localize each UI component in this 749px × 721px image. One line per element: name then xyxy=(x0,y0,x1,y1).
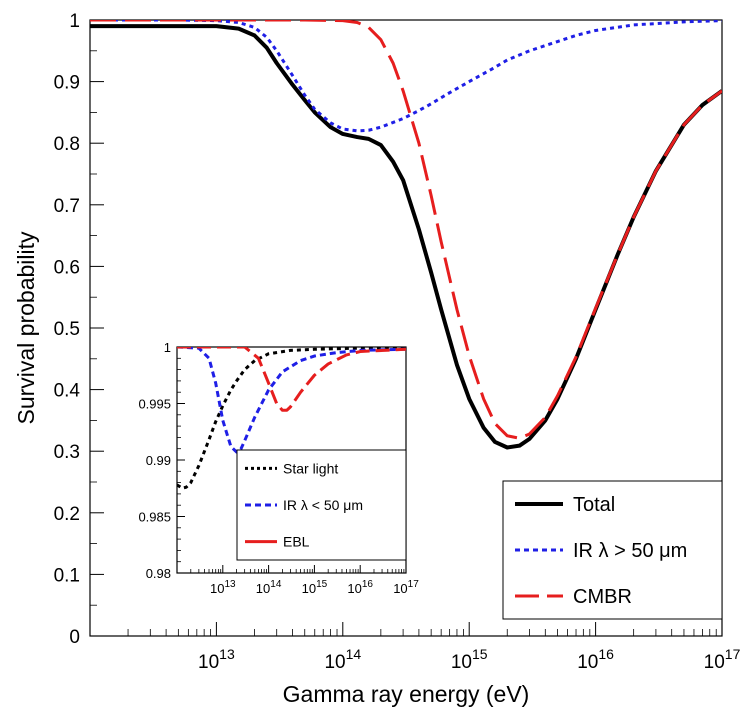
main-x-tick-exp: 14 xyxy=(346,646,362,662)
main-y-tick-label: 0.9 xyxy=(54,73,80,94)
main-series-line xyxy=(90,20,722,440)
main-legend-label: CMBR xyxy=(573,586,632,608)
main-legend-label: IR λ > 50 μm xyxy=(573,540,687,562)
inset-x-tick-label: 1015 xyxy=(302,579,328,596)
main-y-tick-label: 0.8 xyxy=(54,134,80,155)
inset-x-tick-exp: 13 xyxy=(224,579,236,590)
main-y-tick-label: 0.2 xyxy=(54,504,80,525)
inset-y-tick-label: 0.985 xyxy=(138,510,171,525)
main-x-tick-label: 1013 xyxy=(198,646,235,673)
main-y-tick-label: 0.3 xyxy=(54,442,80,463)
inset-legend-label: IR λ < 50 μm xyxy=(283,497,363,513)
main-x-tick-label: 1017 xyxy=(704,646,741,673)
main-x-tick-label: 1015 xyxy=(451,646,488,673)
inset-plot: 1013 1014 1015 1016 10170.980.9850.990.9951S… xyxy=(138,340,419,596)
inset-y-tick-label: 0.98 xyxy=(146,566,171,581)
main-y-tick-label: 0 xyxy=(69,627,80,648)
main-y-tick-label: 0.1 xyxy=(54,565,80,586)
main-x-tick-label: 1014 xyxy=(324,646,361,673)
main-x-tick-label: 1016 xyxy=(577,646,614,673)
main-x-tick-base: 10 xyxy=(324,652,345,673)
main-x-tick-base: 10 xyxy=(451,652,472,673)
inset-series-group xyxy=(177,347,406,490)
main-x-tick-exp: 16 xyxy=(598,646,614,662)
inset-x-tick-label: 1017 xyxy=(393,579,419,596)
main-series-line xyxy=(90,20,722,133)
inset-series-line xyxy=(177,347,406,454)
inset-x-tick-base: 10 xyxy=(302,581,316,596)
inset-x-tick-exp: 16 xyxy=(362,579,374,590)
inset-y-tick-label: 0.995 xyxy=(138,397,171,412)
main-series-group xyxy=(90,20,722,450)
main-y-tick-label: 0.7 xyxy=(54,196,80,217)
main-x-tick-exp: 17 xyxy=(725,646,741,662)
main-y-tick-label: 0.5 xyxy=(54,319,80,340)
inset-x-tick-exp: 17 xyxy=(408,579,420,590)
inset-x-tick-label: 1013 xyxy=(210,579,236,596)
inset-legend-label: EBL xyxy=(283,534,310,550)
inset-y-tick-label: 1 xyxy=(164,340,171,355)
inset-x-tick-exp: 15 xyxy=(316,579,328,590)
main-x-tick-base: 10 xyxy=(704,652,725,673)
main-legend-label: Total xyxy=(573,494,615,516)
inset-series-line xyxy=(177,347,406,412)
inset-series-line xyxy=(177,347,406,490)
main-x-axis-title: Gamma ray energy (eV) xyxy=(283,681,530,707)
inset-x-tick-base: 10 xyxy=(210,581,224,596)
main-x-tick-exp: 13 xyxy=(219,646,235,662)
inset-x-tick-label: 1016 xyxy=(347,579,373,596)
inset-legend-label: Star light xyxy=(283,460,338,476)
main-x-tick-exp: 15 xyxy=(472,646,488,662)
inset-y-tick-label: 0.99 xyxy=(146,453,171,468)
inset-x-tick-base: 10 xyxy=(393,581,407,596)
inset-x-tick-base: 10 xyxy=(256,581,270,596)
main-x-tick-base: 10 xyxy=(577,652,598,673)
main-y-tick-label: 0.4 xyxy=(54,381,81,402)
inset-x-tick-base: 10 xyxy=(347,581,361,596)
inset-x-tick-exp: 14 xyxy=(270,579,282,590)
main-y-tick-label: 0.6 xyxy=(54,257,80,278)
inset-x-tick-label: 1014 xyxy=(256,579,282,596)
main-x-tick-base: 10 xyxy=(198,652,219,673)
main-y-axis-title: Survival probability xyxy=(13,231,39,425)
main-y-tick-label: 1 xyxy=(69,11,80,32)
